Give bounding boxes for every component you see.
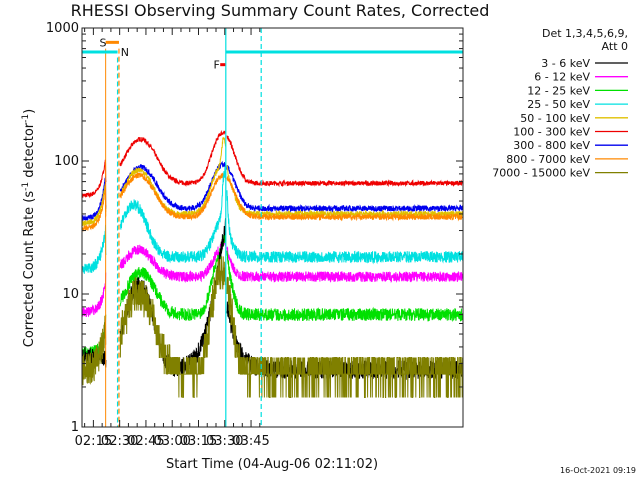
legend-label: 800 - 7000 keV (506, 153, 590, 166)
annotation-f: F (214, 59, 220, 72)
timestamp: 16-Oct-2021 09:19 (560, 466, 636, 475)
y-axis-label: Corrected Count Rate (s-1 detector-1) (21, 109, 37, 347)
chart-title: RHESSI Observing Summary Count Rates, Co… (71, 1, 490, 20)
series-line (81, 237, 464, 318)
x-tick-label: 03:45 (232, 434, 269, 449)
legend-label: 25 - 50 keV (527, 98, 590, 111)
x-tick-label: 02:45 (127, 434, 164, 449)
series-line (81, 160, 464, 222)
plot-frame (81, 27, 464, 428)
x-tick-label: 02:30 (101, 434, 138, 449)
series-line (81, 166, 464, 274)
y-tick-label: 10 (62, 287, 79, 302)
x-axis-label: Start Time (04-Aug-06 02:11:02) (166, 457, 378, 472)
legend-label: 300 - 800 keV (513, 139, 590, 152)
series-line (81, 172, 464, 232)
x-tick-label: 02:15 (75, 434, 112, 449)
series-line (81, 256, 464, 398)
legend-label: 50 - 100 keV (520, 112, 590, 125)
x-tick-label: 03:00 (153, 434, 190, 449)
legend-label: 100 - 300 keV (513, 126, 590, 139)
x-tick-label: 03:30 (206, 434, 243, 449)
plot-area: S N F (81, 28, 464, 427)
legend-header-detectors: Det 1,3,4,5,6,9, (542, 27, 628, 40)
x-tick-label: 03:15 (180, 434, 217, 449)
y-axis: 1 10 100 1000 (46, 21, 463, 435)
legend-label: 3 - 6 keV (541, 57, 590, 70)
legend-header-attenuator: Att 0 (602, 40, 628, 53)
y-tick-label: 1 (71, 420, 79, 435)
series-line (81, 129, 464, 199)
legend-label: 12 - 25 keV (527, 84, 590, 97)
annotation-s: S (100, 36, 107, 49)
y-tick-label: 1000 (46, 21, 79, 36)
legend-label: 7000 - 15000 keV (492, 167, 590, 180)
annotation-n: N (121, 46, 129, 59)
series-line (81, 136, 464, 227)
legend-label: 6 - 12 keV (534, 71, 590, 84)
y-tick-label: 100 (54, 154, 79, 169)
